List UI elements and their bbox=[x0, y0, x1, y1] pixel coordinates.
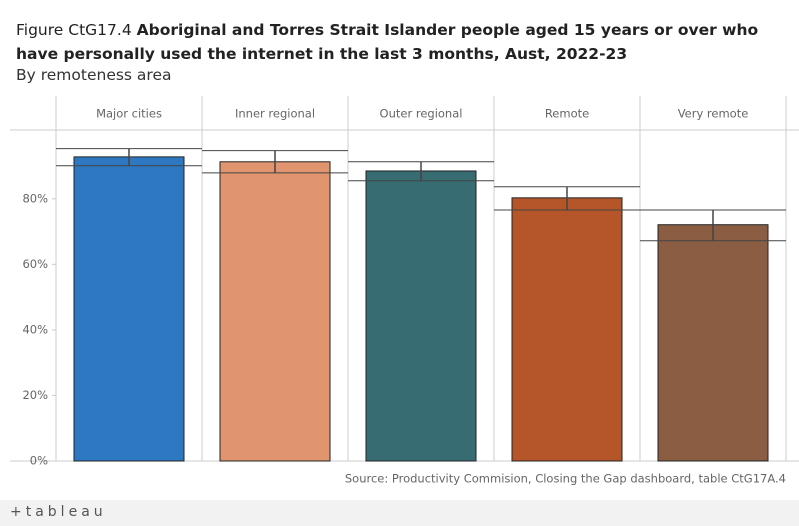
chart: Source: Productivity Commision, Closing … bbox=[10, 96, 799, 486]
panel-header: Major cities bbox=[96, 107, 162, 121]
y-tick-label: 80% bbox=[22, 191, 48, 205]
bar bbox=[219, 161, 331, 462]
tableau-logo: +tableau bbox=[10, 504, 107, 520]
panel-header: Very remote bbox=[678, 107, 749, 121]
y-tick-label: 0% bbox=[30, 454, 48, 468]
panel-header: Outer regional bbox=[380, 107, 463, 121]
bar bbox=[657, 224, 769, 462]
bar bbox=[365, 170, 477, 462]
title-prefix: Figure CtG17.4 bbox=[16, 21, 132, 39]
y-tick-label: 20% bbox=[22, 388, 48, 402]
title-text: Aboriginal and Torres Strait Islander pe… bbox=[16, 21, 759, 63]
panel-header: Remote bbox=[545, 107, 589, 121]
source-note: Source: Productivity Commision, Closing … bbox=[345, 472, 786, 486]
footer: +tableau bbox=[0, 500, 799, 526]
bar bbox=[511, 197, 623, 462]
y-tick-label: 60% bbox=[22, 257, 48, 271]
panel-header: Inner regional bbox=[235, 107, 315, 121]
chart-title: Figure CtG17.4 Aboriginal and Torres Str… bbox=[16, 18, 791, 66]
y-tick-label: 40% bbox=[22, 322, 48, 336]
chart-subtitle: By remoteness area bbox=[16, 66, 172, 84]
bar bbox=[73, 156, 185, 462]
